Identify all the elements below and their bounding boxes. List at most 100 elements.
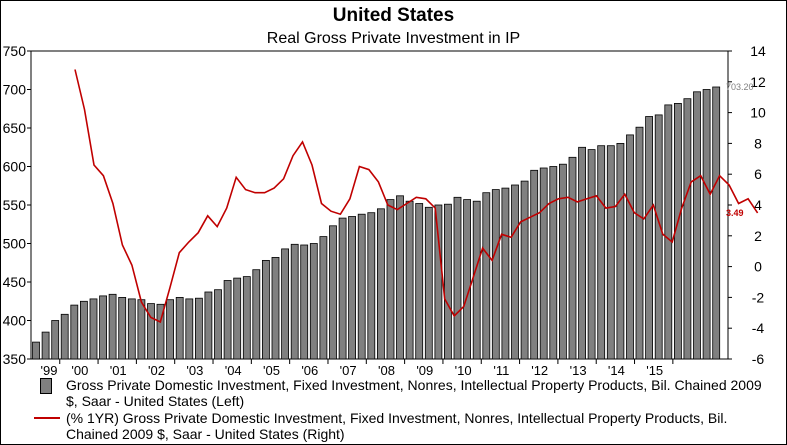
bar xyxy=(693,91,701,360)
legend-bar-label: Gross Private Domestic Investment, Fixed… xyxy=(66,377,762,409)
bar xyxy=(597,145,606,360)
bar xyxy=(645,116,653,360)
bar xyxy=(511,184,519,360)
x-tick-label: '10 xyxy=(455,363,472,378)
x-tick-label: '13 xyxy=(570,363,587,378)
x-tick-label: '99 xyxy=(41,363,58,378)
bar xyxy=(405,200,414,360)
line-last-value-label: 3.49 xyxy=(726,208,744,218)
bar xyxy=(99,295,107,360)
bar xyxy=(376,208,385,360)
bar xyxy=(127,298,136,360)
bar xyxy=(329,225,337,360)
x-tick-label: '11 xyxy=(493,363,509,378)
line-series xyxy=(74,69,759,324)
bar xyxy=(549,166,558,360)
right-tick-label: -6 xyxy=(752,351,765,367)
right-tick-label: 0 xyxy=(754,259,762,275)
bar xyxy=(166,299,175,360)
bar xyxy=(386,199,395,360)
bar xyxy=(338,217,347,360)
bar xyxy=(367,212,376,360)
bar xyxy=(606,145,615,360)
bar xyxy=(424,206,433,360)
x-tick-label: '08 xyxy=(378,363,395,378)
bar xyxy=(559,163,567,360)
bar xyxy=(664,104,673,360)
left-tick-label: 600 xyxy=(3,159,27,175)
left-tick-label: 400 xyxy=(3,313,27,329)
bar xyxy=(463,199,472,360)
left-tick-label: 750 xyxy=(3,43,27,59)
left-tick-label: 550 xyxy=(3,197,27,213)
bar xyxy=(712,86,721,360)
bar xyxy=(223,280,232,360)
bar xyxy=(396,195,404,360)
right-tick-label: 2 xyxy=(754,228,762,244)
bar xyxy=(520,180,529,360)
left-tick-label: 650 xyxy=(3,120,27,136)
bar xyxy=(89,298,98,360)
bar xyxy=(108,293,117,360)
bar xyxy=(587,149,596,360)
left-tick-label: 350 xyxy=(3,351,27,367)
bar xyxy=(137,299,146,360)
bar xyxy=(41,331,50,360)
left-tick-label: 500 xyxy=(3,236,27,252)
bar-last-value-label: 703.20 xyxy=(726,82,754,92)
bar xyxy=(156,303,165,360)
x-tick-label: '02 xyxy=(148,363,165,378)
bar xyxy=(309,243,318,360)
bar xyxy=(635,126,644,360)
x-tick-label: '14 xyxy=(608,363,625,378)
right-tick-label: -4 xyxy=(752,320,765,336)
bar xyxy=(32,341,40,360)
bar xyxy=(443,203,452,360)
bar xyxy=(530,169,539,360)
x-tick-label: '12 xyxy=(531,363,548,378)
bar xyxy=(261,259,270,360)
bar xyxy=(501,187,510,360)
right-tick-label: 6 xyxy=(754,166,762,182)
bar xyxy=(252,269,261,360)
bar xyxy=(204,291,213,360)
bar xyxy=(147,303,155,360)
bar xyxy=(214,289,222,360)
bar xyxy=(654,114,663,360)
bar xyxy=(415,203,424,360)
right-tick-label: 8 xyxy=(754,135,762,151)
bar xyxy=(491,189,500,360)
bar xyxy=(80,300,88,360)
bar xyxy=(482,192,491,360)
x-tick-label: '05 xyxy=(263,363,280,378)
right-tick-label: 12 xyxy=(750,74,766,90)
bar xyxy=(434,204,443,360)
right-tick-label: -2 xyxy=(752,289,765,305)
bar xyxy=(683,98,692,360)
bar xyxy=(290,243,299,360)
bar xyxy=(233,277,242,360)
bar xyxy=(472,200,481,360)
bar xyxy=(348,216,357,360)
bar xyxy=(626,134,634,360)
right-tick-label: 4 xyxy=(754,197,762,213)
bar xyxy=(185,298,194,360)
chart-subtitle: Real Gross Private Investment in IP xyxy=(266,30,521,47)
bar xyxy=(539,167,548,360)
x-tick-label: '09 xyxy=(416,363,433,378)
bar xyxy=(357,213,366,360)
bar xyxy=(60,313,69,360)
bar xyxy=(453,196,462,360)
bar xyxy=(578,146,586,360)
bar xyxy=(281,248,290,360)
x-tick-label: '00 xyxy=(71,363,88,378)
bar xyxy=(51,320,60,360)
bar xyxy=(300,244,309,360)
x-tick-label: '15 xyxy=(646,363,663,378)
chart-title: United States xyxy=(332,5,455,26)
bar xyxy=(616,142,625,360)
x-tick-label: '03 xyxy=(186,363,203,378)
bar xyxy=(70,304,79,360)
right-tick-label: 14 xyxy=(750,43,766,59)
